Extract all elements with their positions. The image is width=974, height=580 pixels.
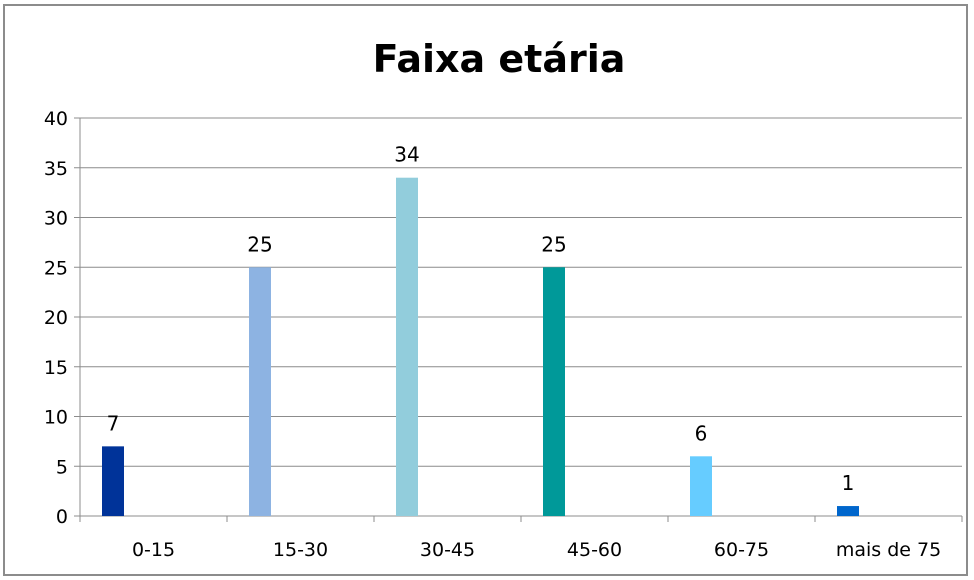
chart-title: Faixa etária bbox=[373, 37, 626, 81]
bar bbox=[102, 446, 124, 516]
x-category-label: 0-15 bbox=[132, 539, 175, 561]
bar bbox=[543, 267, 565, 516]
y-tick-label: 25 bbox=[44, 257, 68, 279]
bar bbox=[396, 177, 418, 516]
y-tick-label: 40 bbox=[44, 108, 68, 130]
data-label: 6 bbox=[695, 421, 708, 445]
data-label: 25 bbox=[541, 232, 566, 256]
x-category-label: 15-30 bbox=[273, 539, 328, 561]
y-tick-label: 35 bbox=[44, 158, 68, 180]
data-label: 7 bbox=[107, 411, 120, 435]
bars bbox=[102, 177, 859, 516]
x-category-label: 45-60 bbox=[567, 539, 622, 561]
bar bbox=[837, 506, 859, 516]
data-label: 25 bbox=[247, 232, 272, 256]
x-axis-categories: 0-15 15-30 30-45 45-60 60-75 mais de 75 bbox=[132, 539, 941, 561]
bar bbox=[690, 456, 712, 516]
gridlines bbox=[80, 117, 962, 467]
bar bbox=[249, 267, 271, 516]
y-tick-label: 30 bbox=[44, 208, 68, 230]
y-tick-label: 15 bbox=[44, 357, 68, 379]
x-category-label: 60-75 bbox=[714, 539, 769, 561]
y-tick-label: 10 bbox=[44, 407, 68, 429]
chart-frame bbox=[3, 4, 968, 576]
x-category-label: 30-45 bbox=[420, 539, 475, 561]
axes bbox=[74, 117, 963, 522]
data-labels: 7 25 34 25 6 1 bbox=[107, 143, 855, 495]
data-label: 34 bbox=[394, 143, 419, 167]
x-category-label: mais de 75 bbox=[836, 539, 941, 561]
y-tick-label: 0 bbox=[56, 506, 68, 528]
data-label: 1 bbox=[842, 471, 855, 495]
y-axis-ticks: 0 5 10 15 20 25 30 35 40 bbox=[44, 108, 68, 528]
y-tick-label: 20 bbox=[44, 307, 68, 329]
y-tick-label: 5 bbox=[56, 456, 68, 478]
